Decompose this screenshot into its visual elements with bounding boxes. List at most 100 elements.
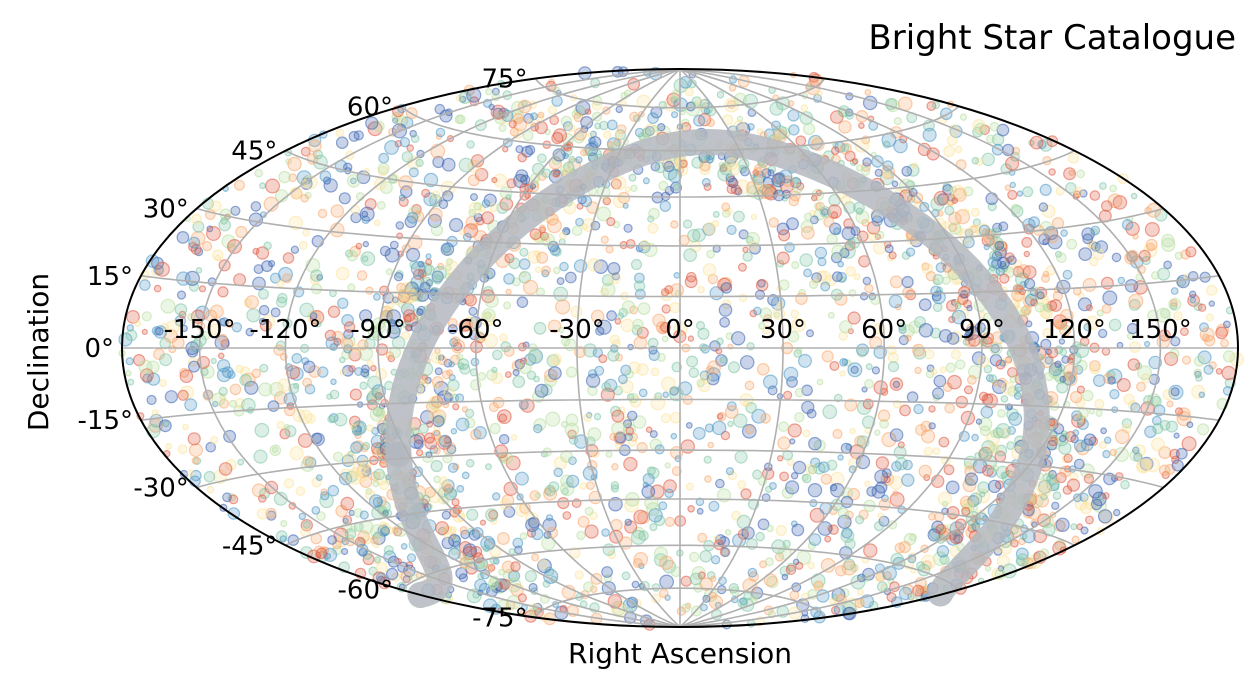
star-point	[603, 130, 612, 139]
star-point	[1096, 309, 1104, 317]
star-point	[332, 451, 344, 462]
star-point	[410, 275, 425, 290]
star-point	[767, 169, 775, 177]
star-point	[441, 243, 451, 254]
star-point	[543, 530, 552, 539]
star-point	[756, 362, 770, 376]
star-point	[430, 459, 443, 473]
star-point	[259, 182, 266, 190]
star-point	[884, 244, 894, 254]
star-point	[1041, 297, 1049, 305]
star-point	[978, 448, 989, 460]
star-point	[276, 296, 288, 308]
star-point	[984, 565, 992, 572]
star-point	[875, 456, 890, 470]
star-point	[888, 294, 903, 309]
star-point	[706, 118, 715, 127]
star-point	[552, 128, 568, 143]
star-point	[923, 446, 934, 457]
star-point	[349, 388, 362, 401]
star-point	[255, 246, 270, 260]
star-point	[705, 156, 714, 164]
star-point	[341, 547, 349, 556]
star-point	[932, 447, 941, 456]
star-point	[1124, 278, 1139, 293]
star-point	[481, 211, 495, 225]
star-point	[624, 369, 634, 379]
star-point	[1090, 225, 1101, 236]
star-point	[587, 258, 602, 272]
star-point	[879, 419, 889, 429]
star-point	[177, 444, 188, 455]
star-point	[670, 111, 679, 119]
star-point	[963, 385, 974, 395]
star-point	[961, 506, 971, 517]
star-point	[146, 394, 157, 406]
star-point	[853, 273, 861, 281]
star-point	[689, 551, 700, 563]
star-point	[127, 378, 135, 386]
star-point	[997, 409, 1006, 418]
star-point	[647, 112, 659, 124]
star-point	[607, 262, 621, 276]
star-point	[985, 192, 999, 206]
star-point	[1069, 390, 1083, 404]
star-point	[1151, 415, 1162, 426]
star-point	[505, 455, 521, 471]
star-point	[187, 312, 196, 322]
star-point	[526, 118, 535, 127]
star-point	[442, 525, 452, 535]
star-point	[607, 594, 623, 609]
star-point	[839, 357, 848, 367]
star-point	[1073, 439, 1087, 453]
star-point	[466, 508, 479, 521]
star-point	[466, 140, 475, 149]
star-point	[720, 547, 731, 558]
star-point	[1082, 389, 1094, 402]
star-point	[434, 367, 443, 376]
star-point	[552, 266, 561, 275]
star-point	[824, 535, 832, 543]
star-point	[253, 264, 264, 275]
star-point	[711, 220, 720, 228]
star-point	[724, 207, 733, 216]
star-point	[911, 343, 925, 357]
star-point	[165, 442, 173, 450]
star-point	[1083, 433, 1097, 446]
star-point	[999, 260, 1007, 268]
star-point	[1089, 190, 1101, 201]
star-point	[375, 368, 388, 380]
star-point	[300, 146, 311, 157]
star-point	[887, 361, 900, 373]
star-point	[827, 204, 842, 219]
star-point	[298, 512, 306, 521]
star-point	[1055, 320, 1065, 331]
star-point	[874, 168, 883, 177]
star-point	[753, 163, 768, 178]
star-point	[465, 458, 475, 468]
star-point	[147, 372, 161, 386]
star-point	[889, 377, 904, 391]
star-point	[955, 159, 967, 171]
star-point	[873, 520, 885, 532]
star-point	[559, 261, 569, 272]
star-point	[994, 240, 1005, 251]
star-point	[1186, 421, 1194, 429]
star-point	[1143, 340, 1151, 348]
star-point	[697, 532, 708, 543]
star-point	[461, 471, 470, 480]
star-point	[611, 409, 625, 423]
star-point	[1085, 304, 1093, 312]
star-point	[813, 580, 824, 592]
star-point	[999, 359, 1007, 367]
star-point	[769, 101, 784, 116]
star-point	[488, 577, 499, 589]
star-point	[810, 194, 818, 202]
star-point	[1074, 343, 1090, 359]
star-point	[627, 343, 634, 351]
star-point	[505, 193, 512, 201]
star-point	[403, 288, 418, 304]
star-point	[664, 462, 671, 469]
star-point	[1109, 389, 1120, 400]
star-point	[970, 207, 981, 217]
